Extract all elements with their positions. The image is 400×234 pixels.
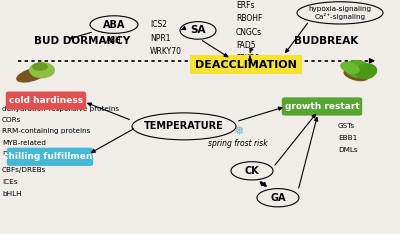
Text: DMLs: DMLs xyxy=(338,147,358,153)
Text: RBOHF: RBOHF xyxy=(236,15,262,23)
Text: CNGCs: CNGCs xyxy=(236,28,262,37)
FancyBboxPatch shape xyxy=(190,55,302,74)
Text: ICEs: ICEs xyxy=(2,179,18,185)
Text: GA: GA xyxy=(270,193,286,203)
Text: spring frost risk: spring frost risk xyxy=(208,139,268,148)
Text: CK: CK xyxy=(245,166,259,176)
Text: ICS2: ICS2 xyxy=(150,20,167,29)
Text: growth restart: growth restart xyxy=(285,102,359,111)
FancyBboxPatch shape xyxy=(282,97,362,116)
Text: CORs: CORs xyxy=(2,117,21,123)
Text: ABA: ABA xyxy=(103,20,125,29)
Text: cold hardiness: cold hardiness xyxy=(9,96,83,105)
Text: SA: SA xyxy=(190,26,206,35)
Text: BUDBREAK: BUDBREAK xyxy=(294,36,358,46)
Text: RRM-containing proteins: RRM-containing proteins xyxy=(2,128,90,134)
Text: TEMPERATURE: TEMPERATURE xyxy=(144,121,224,131)
Text: A8H: A8H xyxy=(106,37,122,45)
Ellipse shape xyxy=(355,63,377,80)
Ellipse shape xyxy=(344,69,368,81)
Text: FAD5: FAD5 xyxy=(236,41,256,50)
FancyBboxPatch shape xyxy=(7,148,93,166)
Text: WRKY70: WRKY70 xyxy=(150,47,182,56)
Text: hypoxia-signaling
Ca²⁺-signaling: hypoxia-signaling Ca²⁺-signaling xyxy=(308,6,372,20)
Text: ❅: ❅ xyxy=(233,124,243,138)
Text: dehydration-responsive proteins: dehydration-responsive proteins xyxy=(2,106,119,112)
Ellipse shape xyxy=(340,62,360,74)
Text: BUD DORMANCY: BUD DORMANCY xyxy=(34,36,130,46)
Ellipse shape xyxy=(32,62,48,71)
Text: DHNs: DHNs xyxy=(2,151,22,157)
Text: CBFs/DREBs: CBFs/DREBs xyxy=(2,167,46,173)
Text: WRKY3: WRKY3 xyxy=(338,110,364,117)
Text: NPR1: NPR1 xyxy=(150,34,170,43)
Text: bHLH: bHLH xyxy=(2,191,22,197)
Ellipse shape xyxy=(29,62,55,78)
Text: ERFs: ERFs xyxy=(236,1,254,10)
Text: MYB-related: MYB-related xyxy=(2,139,46,146)
Ellipse shape xyxy=(345,60,371,78)
Text: chilling fulfillment: chilling fulfillment xyxy=(3,152,97,161)
Text: GSTs: GSTs xyxy=(338,123,355,129)
Text: CPK20: CPK20 xyxy=(236,54,260,63)
Text: EBB1: EBB1 xyxy=(338,135,357,141)
FancyBboxPatch shape xyxy=(6,91,86,110)
Ellipse shape xyxy=(16,67,48,83)
Text: DEACCLIMATION: DEACCLIMATION xyxy=(195,60,297,69)
